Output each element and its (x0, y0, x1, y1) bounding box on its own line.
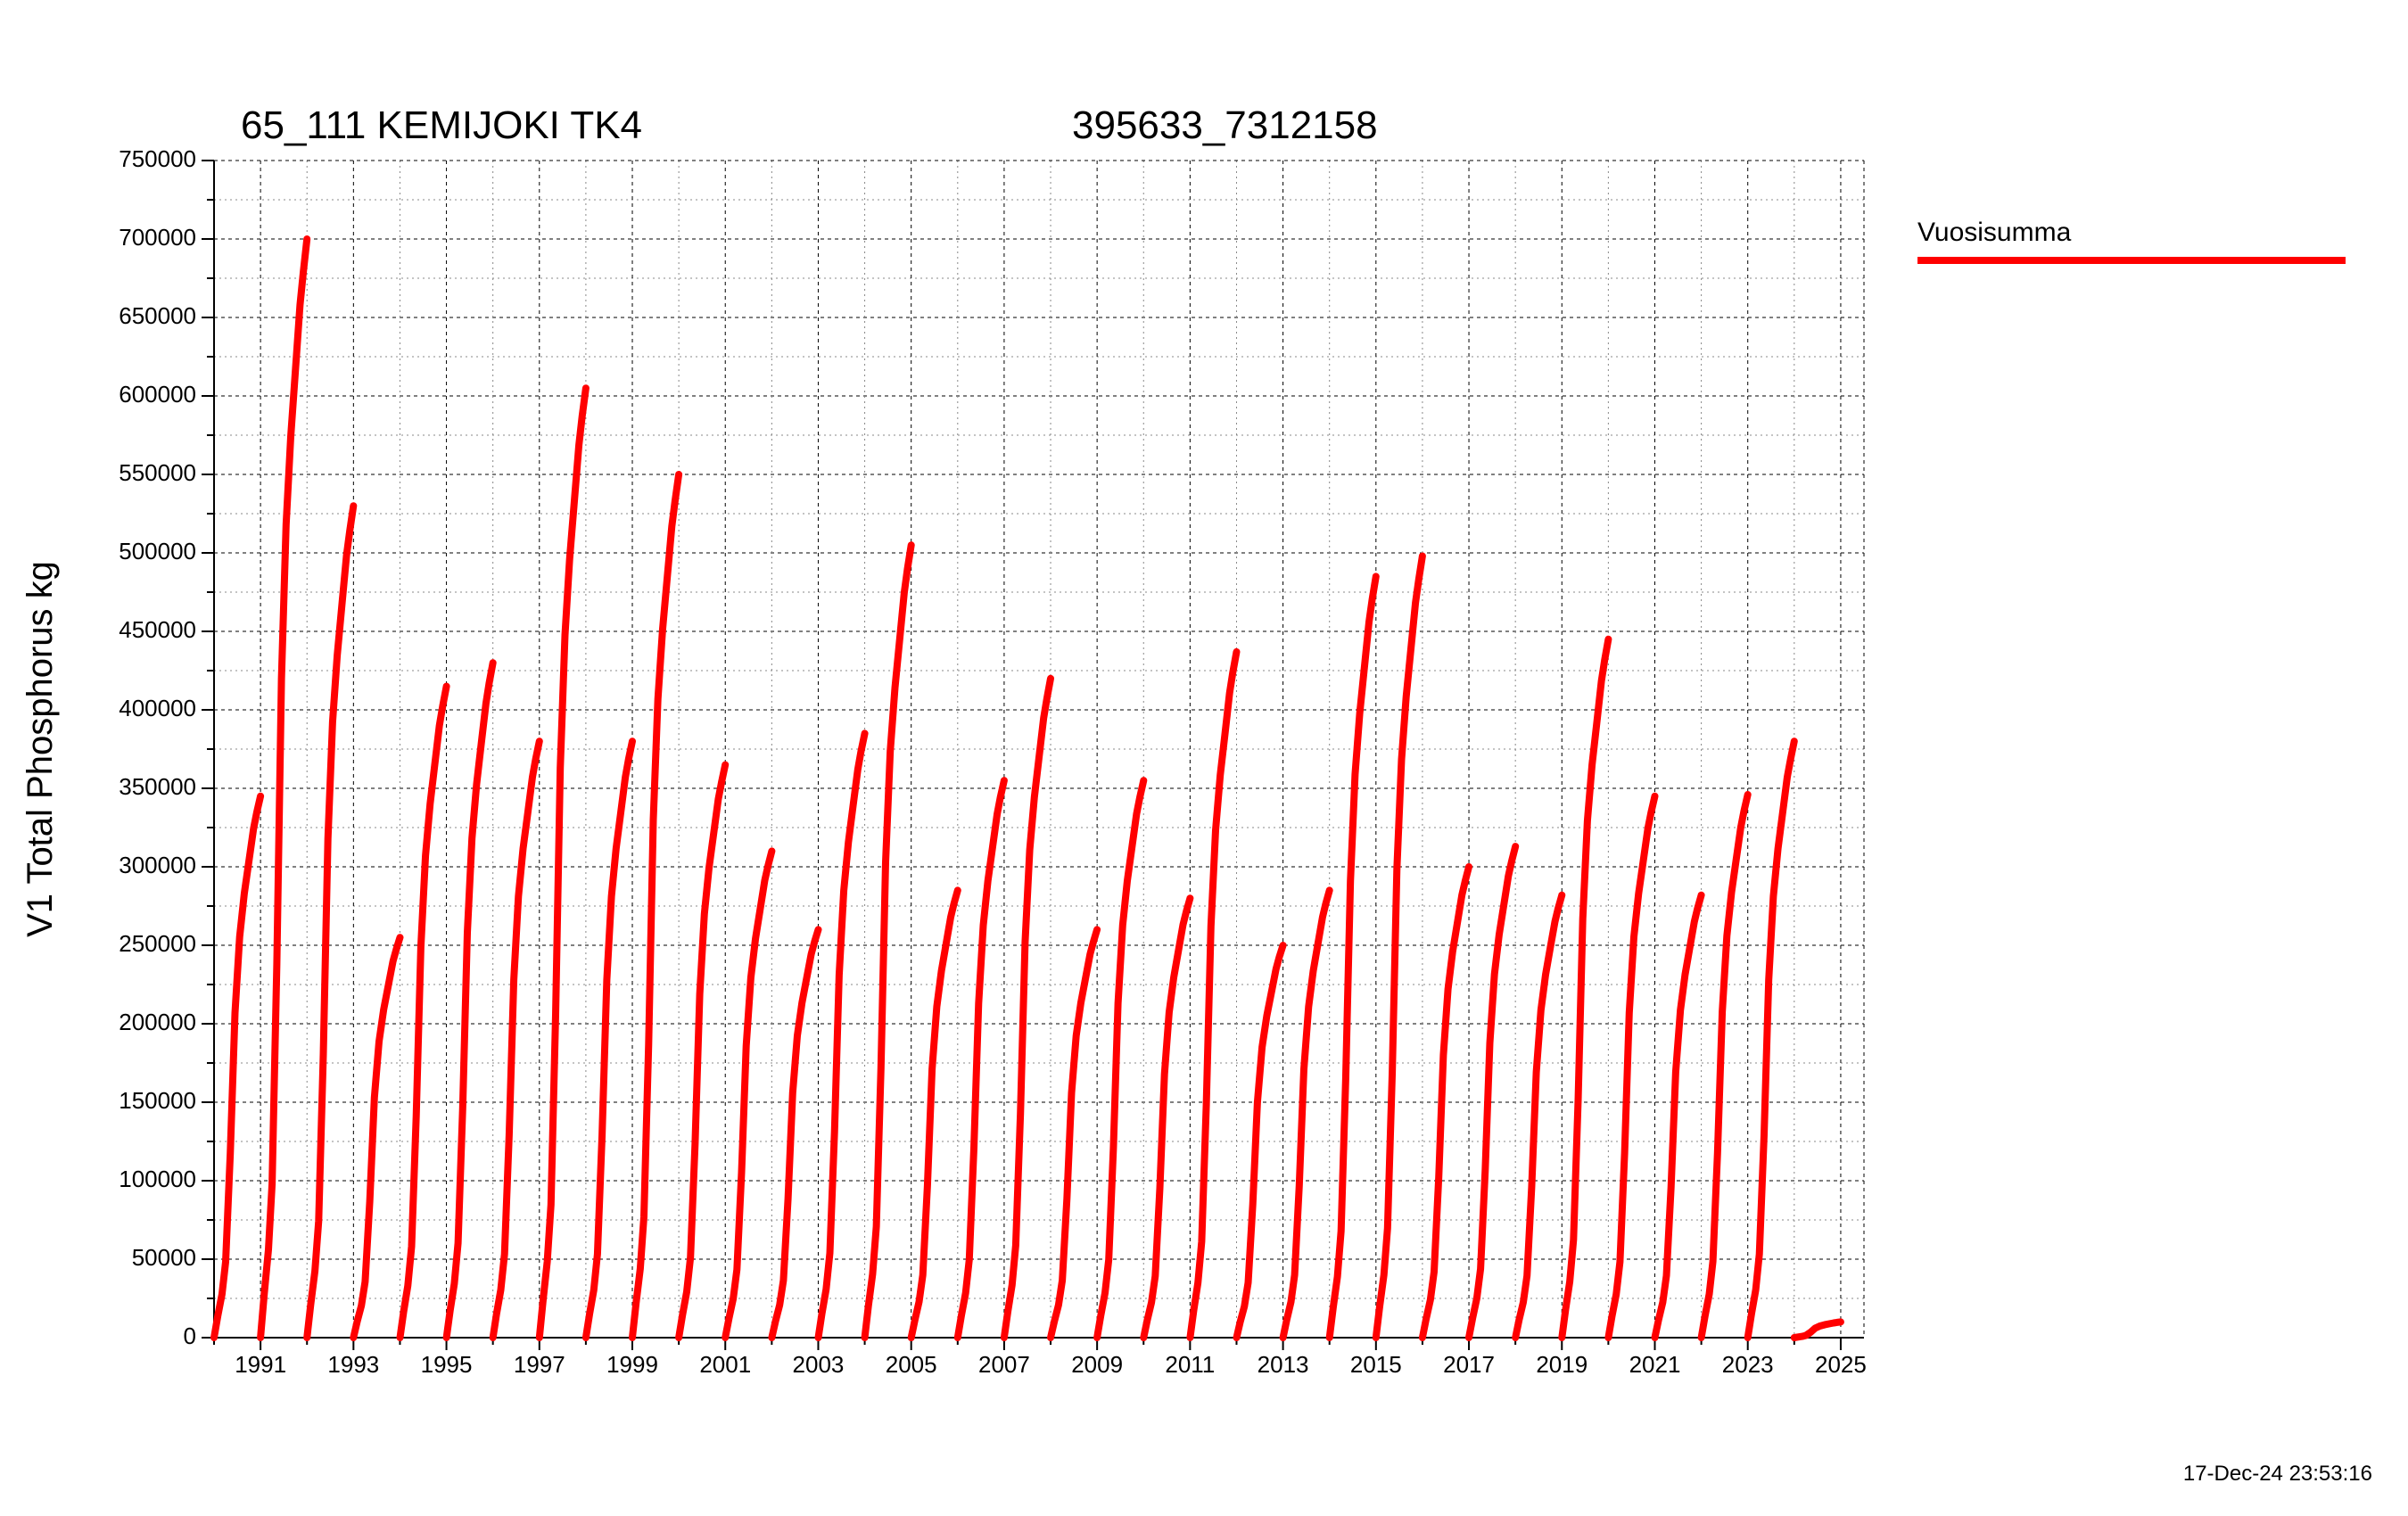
x-tick-label: 2013 (1258, 1351, 1309, 1378)
y-tick-label: 400000 (119, 695, 196, 721)
x-tick-label: 2019 (1536, 1351, 1587, 1378)
x-tick-label: 2009 (1071, 1351, 1123, 1378)
y-tick-label: 600000 (119, 381, 196, 408)
x-tick-label: 1993 (327, 1351, 379, 1378)
chart-container: 0 50000 100000 150000 200000 250000 300000 3500… (0, 0, 2408, 1516)
y-tick-label: 150000 (119, 1087, 196, 1114)
x-tick-label: 1999 (606, 1351, 658, 1378)
y-tick-label: 250000 (119, 930, 196, 957)
x-tick-label: 2005 (886, 1351, 937, 1378)
timestamp-label: 17-Dec-24 23:53:16 (2183, 1462, 2372, 1486)
x-tick-label: 1997 (514, 1351, 565, 1378)
y-tick-label: 200000 (119, 1009, 196, 1035)
y-tick-label: 50000 (132, 1244, 196, 1271)
y-tick-label: 450000 (119, 616, 196, 643)
x-tick-label: 1991 (235, 1351, 286, 1378)
x-tick-label: 2021 (1629, 1351, 1681, 1378)
y-tick-label: 0 (184, 1322, 196, 1349)
y-tick-label: 550000 (119, 459, 196, 486)
x-tick-label: 2023 (1722, 1351, 1774, 1378)
x-tick-label: 2025 (1815, 1351, 1867, 1378)
x-tick-label: 1995 (421, 1351, 473, 1378)
y-tick-label: 100000 (119, 1166, 196, 1192)
y-tick-label: 750000 (119, 145, 196, 172)
x-tick-label: 2003 (793, 1351, 845, 1378)
x-tick-label: 2015 (1350, 1351, 1402, 1378)
y-tick-label: 700000 (119, 224, 196, 251)
x-tick-label: 2017 (1443, 1351, 1495, 1378)
y-tick-label: 500000 (119, 538, 196, 564)
chart-title-left: 65_111 KEMIJOKI TK4 (241, 103, 642, 147)
x-tick-label: 2011 (1165, 1351, 1215, 1378)
y-axis-label: V1 Total Phosphorus kg (21, 561, 60, 937)
y-tick-label: 350000 (119, 773, 196, 800)
y-tick-label: 650000 (119, 302, 196, 329)
x-tick-label: 2007 (978, 1351, 1030, 1378)
x-tick-label: 2001 (699, 1351, 751, 1378)
y-tick-label: 300000 (119, 852, 196, 878)
chart-title-right: 395633_7312158 (1072, 103, 1378, 147)
legend-label: Vuosisumma (1917, 218, 2072, 247)
chart-svg: 0 50000 100000 150000 200000 250000 300000 3500… (0, 0, 2408, 1516)
